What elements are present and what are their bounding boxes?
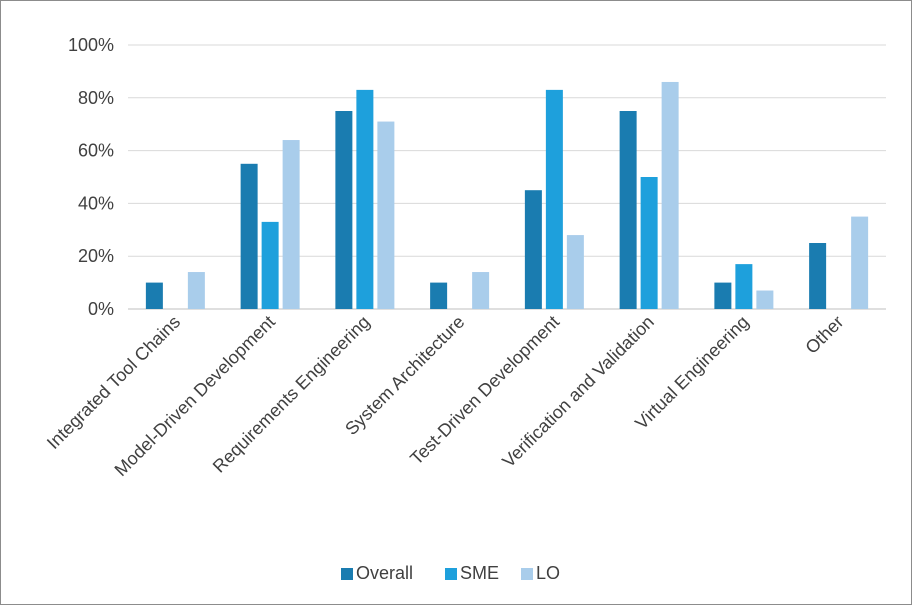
legend-label-overall: Overall [356,563,413,583]
bar-sme [356,89,374,309]
bar-lo [851,216,869,309]
y-tick-label: 100% [68,35,114,55]
legend-label-sme: SME [460,563,499,583]
bar-overall [240,163,258,309]
bar-overall [145,282,163,309]
bar-lo [472,272,490,309]
y-tick-label: 0% [88,299,114,319]
bars-layer [145,81,869,310]
y-tick-label: 60% [78,141,114,161]
y-tick-label: 20% [78,246,114,266]
bar-lo [377,121,395,309]
bar-sme [545,89,563,309]
category-label: Verification and Validation [498,312,658,472]
bar-overall [524,190,542,309]
bar-sme [735,264,753,309]
bar-lo [756,290,774,309]
bar-overall [335,111,353,309]
bar-lo [282,140,300,309]
bar-sme [640,177,658,309]
y-tick-label: 40% [78,193,114,213]
bar-lo [187,272,205,309]
legend-swatch-lo [521,568,533,580]
bar-overall [619,111,637,309]
legend-swatch-sme [445,568,457,580]
bar-lo [661,81,679,310]
legend-label-lo: LO [536,563,560,583]
legend: Overall SME LO [341,563,560,583]
bar-overall [714,282,732,309]
y-tick-label: 80% [78,88,114,108]
bar-sme [261,221,279,309]
category-label: Requirements Engineering [209,312,374,477]
bar-lo [566,235,584,309]
y-axis-labels: 0% 20% 40% 60% 80% 100% [68,35,114,319]
legend-swatch-overall [341,568,353,580]
bar-overall [430,282,448,309]
category-label: Other [801,312,847,358]
bar-overall [809,243,827,309]
category-label: Model-Driven Development [111,312,279,480]
